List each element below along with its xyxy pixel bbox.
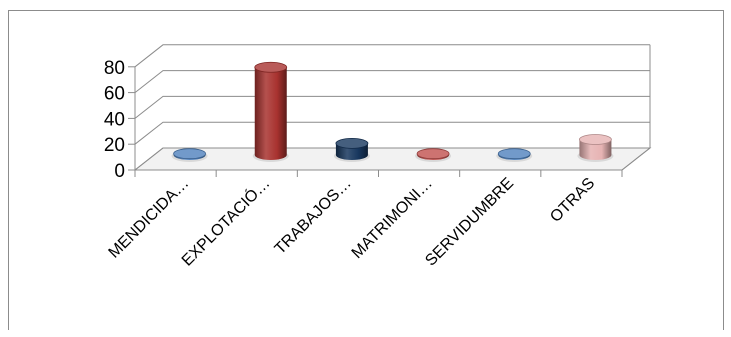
x-tick-label: OTRAS — [547, 175, 598, 226]
y-axis: 0 20 40 60 80 — [104, 58, 135, 182]
bar — [496, 148, 533, 162]
bar-top — [254, 61, 288, 73]
x-tick-label: MENDICIDA… — [106, 175, 193, 262]
x-tick-label: EXPLOTACIÓ… — [177, 173, 273, 269]
bar-body — [579, 139, 612, 160]
x-tick-label: SERVIDUMBRE — [422, 175, 517, 270]
bar — [577, 134, 614, 162]
bar — [171, 148, 208, 162]
bars — [171, 61, 614, 162]
x-tick-label: MATRIMONI… — [349, 175, 436, 262]
gridline — [134, 147, 650, 171]
y-tick-label: 80 — [104, 58, 125, 79]
gridline — [134, 70, 650, 93]
bar — [415, 148, 452, 162]
y-tick-label: 20 — [104, 135, 125, 156]
gridlines — [134, 44, 650, 171]
bar-top — [579, 134, 612, 145]
bar-top — [416, 148, 450, 160]
chart-walls — [133, 44, 652, 171]
floor — [133, 147, 652, 171]
floor-edge — [621, 147, 651, 171]
gridline — [134, 121, 650, 145]
gridline — [134, 95, 650, 119]
bar — [252, 61, 289, 162]
gridline — [134, 44, 650, 68]
bar-body — [254, 67, 287, 160]
y-tick-label: 40 — [104, 109, 125, 130]
y-tick-label: 60 — [104, 84, 125, 105]
y-tick-label: 0 — [114, 161, 125, 182]
bar — [333, 137, 370, 162]
bar-top — [335, 137, 369, 149]
chart-frame — [8, 10, 724, 330]
bar-top — [173, 148, 206, 160]
x-tick-label: TRABAJOS… — [272, 175, 355, 258]
bar-top — [497, 148, 531, 160]
